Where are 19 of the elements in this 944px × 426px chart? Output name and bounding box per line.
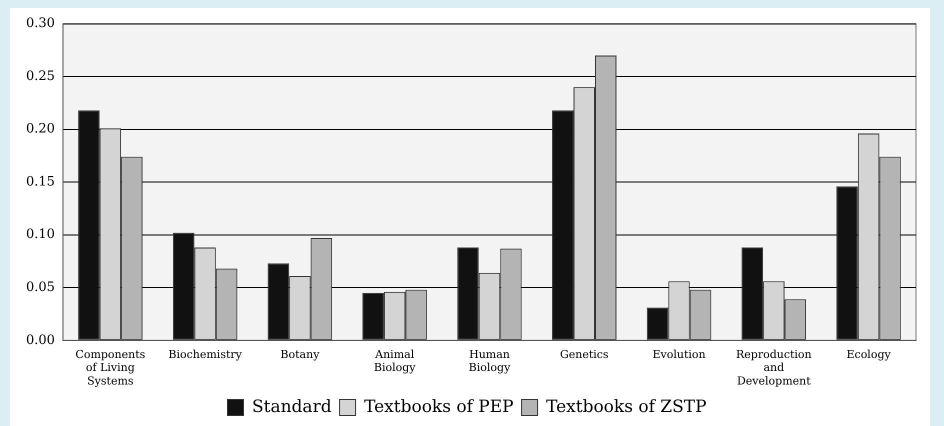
x-tick-label: Reproduction and Development bbox=[736, 348, 812, 388]
legend-label: Standard bbox=[252, 396, 332, 417]
y-tick-label: 0.05 bbox=[26, 280, 55, 296]
x-tick-label: Genetics bbox=[560, 348, 609, 361]
y-tick-label: 0.00 bbox=[26, 332, 55, 348]
x-tick-label: Evolution bbox=[652, 348, 706, 361]
legend-label: Textbooks of ZSTP bbox=[546, 396, 707, 417]
y-tick-label: 0.30 bbox=[26, 16, 55, 32]
x-tick-label: Biochemistry bbox=[168, 348, 243, 361]
y-tick-label: 0.15 bbox=[26, 174, 55, 190]
legend-label: Textbooks of PEP bbox=[364, 396, 514, 417]
x-tick-label: Animal Biology bbox=[374, 348, 416, 374]
x-tick-label: Components of Living Systems bbox=[75, 348, 146, 388]
y-tick-label: 0.10 bbox=[26, 227, 55, 242]
x-tick-label: Ecology bbox=[846, 348, 892, 361]
x-tick-label: Human Biology bbox=[468, 348, 512, 374]
x-tick-label: Botany bbox=[280, 348, 320, 361]
y-tick-label: 0.25 bbox=[26, 68, 55, 84]
y-tick-label: 0.20 bbox=[26, 122, 55, 137]
